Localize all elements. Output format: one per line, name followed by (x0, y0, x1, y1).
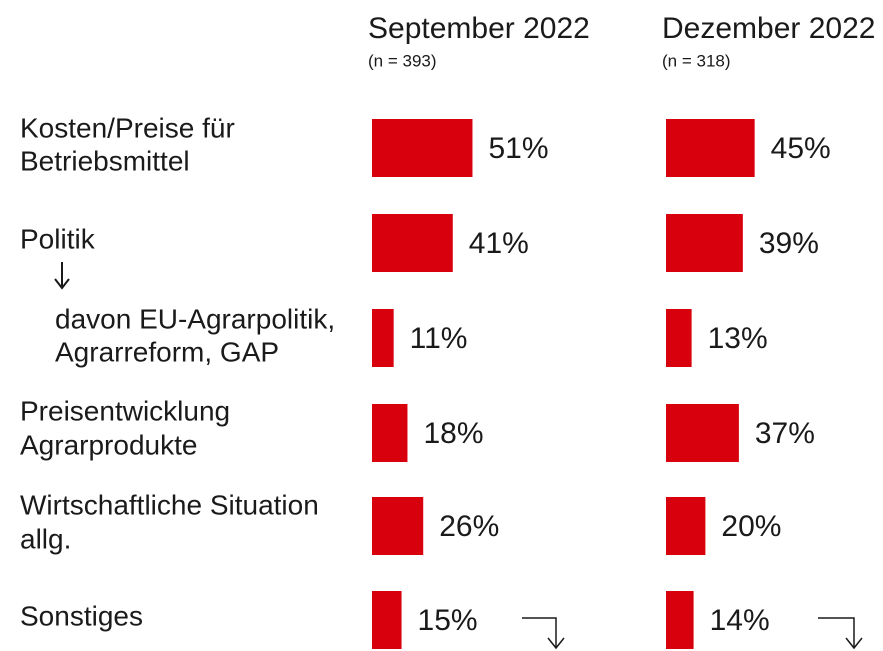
category-label: Betriebsmittel (20, 145, 190, 176)
series-title: Dezember 2022 (662, 12, 875, 45)
value-label: 15% (418, 604, 478, 637)
bar (666, 119, 755, 177)
value-label: 51% (488, 132, 548, 165)
category-label: davon EU-Agrarpolitik, (55, 303, 335, 334)
category-label: Kosten/Preise für (20, 112, 235, 143)
bar (372, 404, 408, 462)
category-label: Politik (20, 223, 96, 254)
bar (666, 591, 694, 649)
series-title: September 2022 (368, 12, 590, 45)
series-note: (n = 393) (368, 51, 437, 70)
bar (666, 497, 706, 555)
category-label: Agrarprodukte (20, 429, 197, 460)
value-label: 41% (469, 227, 529, 260)
value-label: 45% (771, 132, 831, 165)
bar (666, 309, 692, 367)
value-label: 18% (423, 417, 483, 450)
category-label: allg. (20, 523, 71, 554)
value-label: 26% (439, 510, 499, 543)
value-label: 20% (721, 510, 781, 543)
value-label: 14% (710, 604, 770, 637)
category-label: Agrarreform, GAP (55, 336, 279, 367)
value-label: 11% (410, 322, 468, 355)
value-label: 39% (759, 227, 819, 260)
series-note: (n = 318) (662, 51, 731, 70)
bar (372, 214, 453, 272)
value-label: 37% (755, 417, 815, 450)
bar (372, 309, 394, 367)
bar (372, 497, 424, 555)
bar (666, 404, 739, 462)
category-label: Wirtschaftliche Situation (20, 489, 319, 520)
bar (372, 591, 402, 649)
bar (372, 119, 473, 177)
bar (666, 214, 743, 272)
category-label: Preisentwicklung (20, 395, 230, 426)
value-label: 13% (708, 322, 768, 355)
category-label: Sonstiges (20, 600, 143, 631)
sub-arrow (54, 262, 70, 290)
corner-arrow (522, 617, 863, 650)
